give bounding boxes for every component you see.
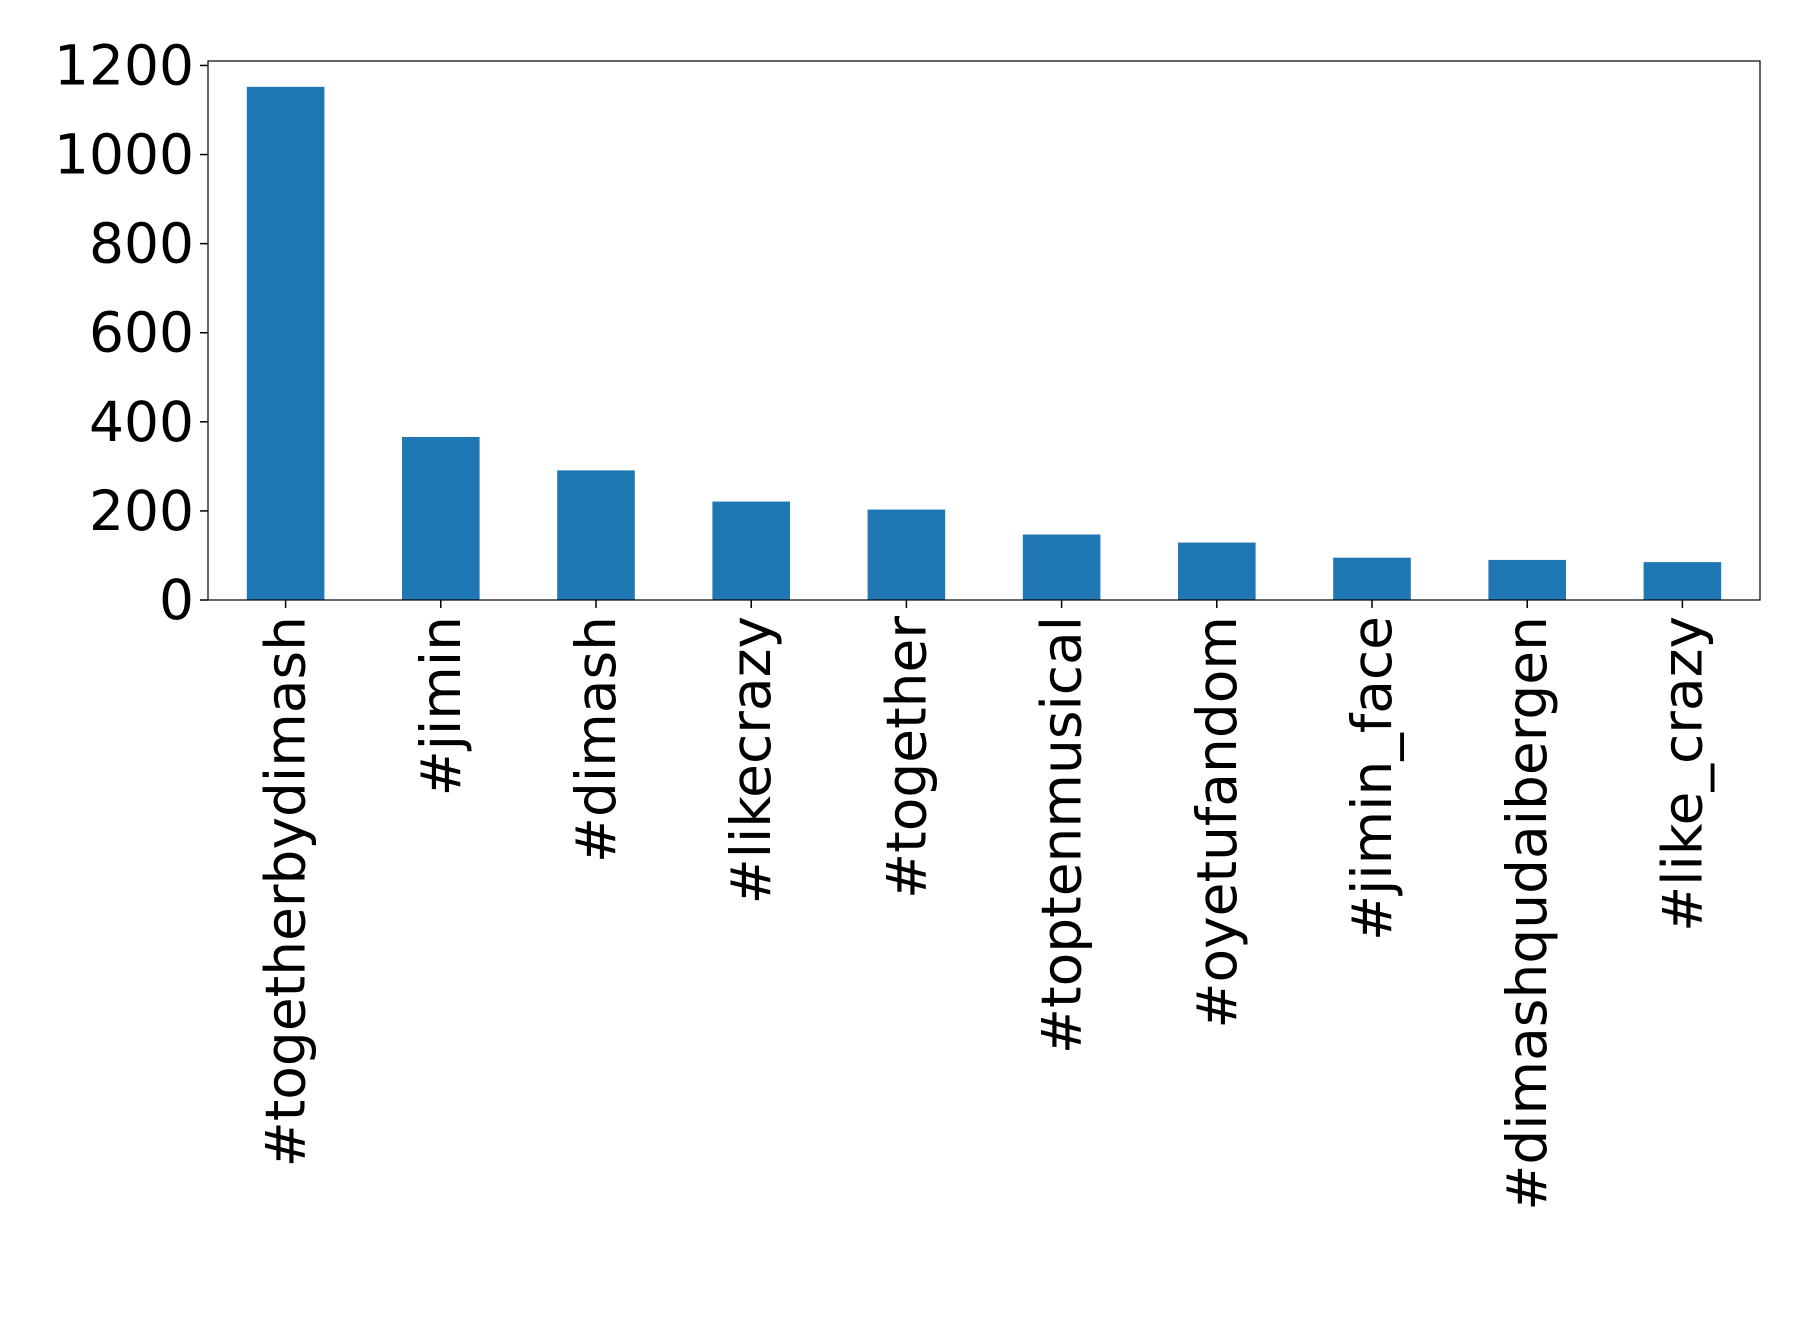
- y-tick-label: 0: [159, 568, 194, 632]
- bar: [1022, 534, 1101, 600]
- y-tick-label: 800: [89, 212, 194, 276]
- x-tick-label: #likecrazy: [719, 616, 783, 904]
- bar: [1488, 559, 1566, 600]
- bar: [712, 501, 790, 600]
- y-tick-label: 1200: [54, 33, 194, 97]
- y-tick-label: 400: [89, 390, 194, 454]
- plot-frame: [207, 60, 1761, 601]
- bar: [1178, 542, 1256, 600]
- x-tick-label: #togetherbydimash: [254, 616, 318, 1167]
- x-tick-label: #toptenmusical: [1030, 616, 1094, 1054]
- bar: [1333, 557, 1411, 600]
- x-tick-label: #jimin_face: [1340, 616, 1404, 941]
- x-tick-label: #together: [874, 616, 938, 899]
- bar: [246, 86, 325, 600]
- x-tick-label: #oyetufandom: [1185, 616, 1249, 1029]
- x-tick-label: #dimashqudaibergen: [1495, 616, 1559, 1211]
- x-tick-label: #jimin: [409, 616, 473, 796]
- bar: [402, 436, 480, 600]
- x-tick-label: #dimash: [564, 616, 628, 863]
- x-tick-label: #like_crazy: [1650, 616, 1714, 932]
- bar: [1643, 562, 1722, 600]
- bar: [557, 470, 635, 600]
- y-tick-label: 600: [89, 301, 194, 365]
- y-tick-label: 200: [89, 479, 194, 543]
- y-tick-label: 1000: [54, 123, 194, 187]
- bar: [867, 509, 946, 600]
